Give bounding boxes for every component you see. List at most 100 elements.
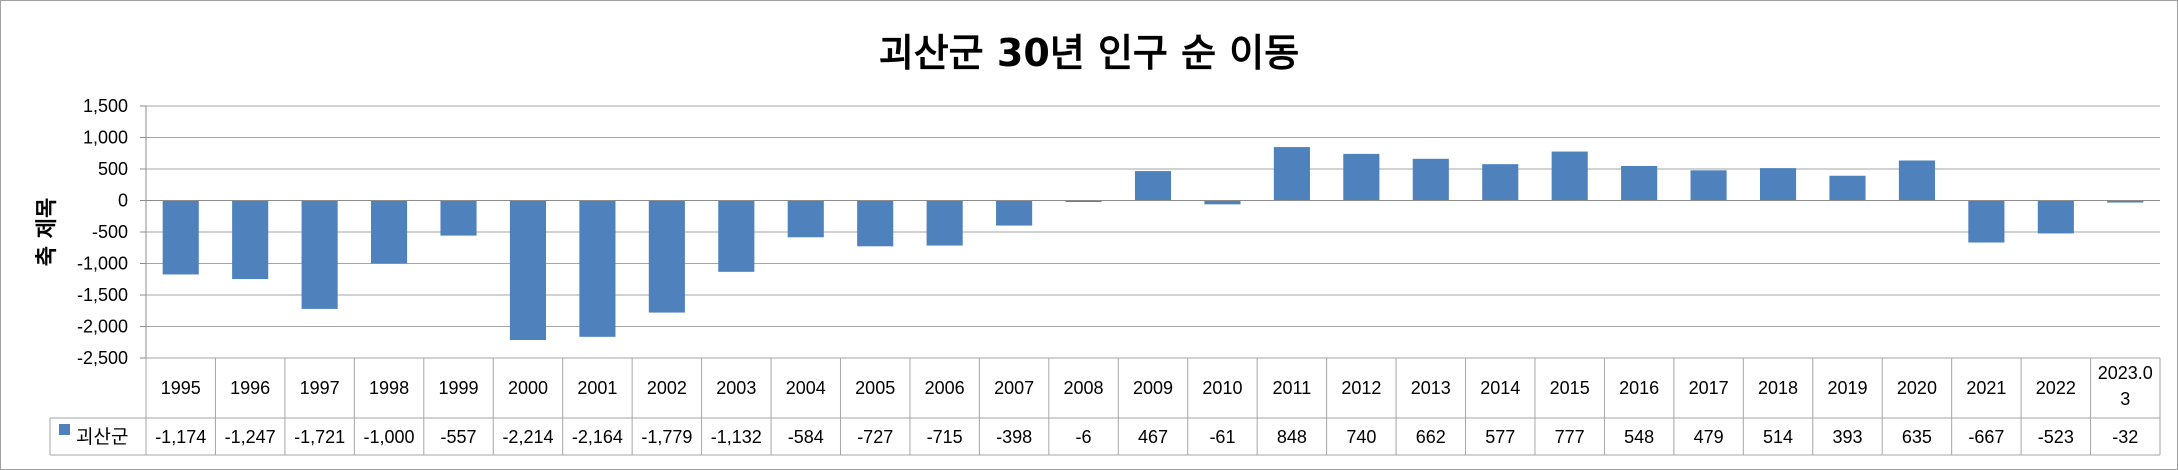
y-axis-label: 축 제목 bbox=[35, 198, 60, 266]
data-value-label: 514 bbox=[1763, 427, 1793, 447]
bar-2014 bbox=[1482, 164, 1519, 201]
bar-2006 bbox=[926, 200, 963, 246]
data-value-label: 662 bbox=[1416, 427, 1446, 447]
data-value-label: 467 bbox=[1138, 427, 1168, 447]
category-label: 1998 bbox=[369, 378, 409, 398]
category-label: 2016 bbox=[1619, 378, 1659, 398]
category-label: 2003 bbox=[716, 378, 756, 398]
data-value-label: -557 bbox=[441, 427, 477, 447]
bar-1999 bbox=[440, 200, 477, 236]
category-label: 2019 bbox=[1827, 378, 1867, 398]
y-tick-label: -2,500 bbox=[77, 348, 128, 368]
bar-2020 bbox=[1898, 160, 1935, 201]
category-label: 2007 bbox=[994, 378, 1034, 398]
data-value-label: -667 bbox=[1968, 427, 2004, 447]
category-label: 1996 bbox=[230, 378, 270, 398]
data-value-label: 740 bbox=[1346, 427, 1376, 447]
y-tick-label: 1,000 bbox=[83, 128, 128, 148]
bar-1997 bbox=[301, 200, 338, 309]
legend-series-name: 괴산군 bbox=[76, 426, 128, 448]
data-value-label: -1,000 bbox=[364, 427, 415, 447]
bar-2000 bbox=[509, 200, 547, 340]
bar-2002 bbox=[648, 200, 685, 313]
data-value-label: 548 bbox=[1624, 427, 1654, 447]
category-label: 2010 bbox=[1202, 378, 1242, 398]
y-tick-label: 0 bbox=[118, 191, 128, 211]
data-value-label: -2,164 bbox=[572, 427, 623, 447]
category-label: 2017 bbox=[1689, 378, 1729, 398]
category-label: 2001 bbox=[577, 378, 617, 398]
data-value-label: 777 bbox=[1555, 427, 1585, 447]
data-value-label: -1,721 bbox=[294, 427, 345, 447]
bar-2022 bbox=[2037, 200, 2074, 234]
bar-2017 bbox=[1690, 170, 1727, 201]
category-label: 2014 bbox=[1480, 378, 1520, 398]
y-tick-label: -2,000 bbox=[77, 317, 128, 337]
category-label: 2013 bbox=[1411, 378, 1451, 398]
data-value-label: -1,247 bbox=[225, 427, 276, 447]
bar-2007 bbox=[996, 200, 1033, 226]
category-label: 2023.0 3 bbox=[2098, 363, 2153, 409]
bar-2023.03 bbox=[2107, 200, 2144, 203]
data-value-label: 479 bbox=[1694, 427, 1724, 447]
y-tick-label: -1,500 bbox=[77, 285, 128, 305]
data-value-label: -1,779 bbox=[641, 427, 692, 447]
bar-2003 bbox=[718, 200, 755, 272]
category-label: 2012 bbox=[1341, 378, 1381, 398]
data-value-label: -2,214 bbox=[502, 427, 553, 447]
category-label: 2004 bbox=[786, 378, 826, 398]
bar-2021 bbox=[1968, 200, 2005, 243]
data-value-label: -727 bbox=[857, 427, 893, 447]
category-label: 2022 bbox=[2036, 378, 2076, 398]
data-value-label: -32 bbox=[2112, 427, 2138, 447]
y-tick-label: 500 bbox=[98, 159, 128, 179]
bar-1996 bbox=[232, 200, 269, 280]
bar-2004 bbox=[787, 200, 824, 238]
bar-2010 bbox=[1204, 200, 1241, 205]
y-tick-label: -500 bbox=[92, 222, 128, 242]
bar-1995 bbox=[162, 200, 199, 275]
bar-2015 bbox=[1551, 151, 1588, 201]
bar-2008 bbox=[1065, 200, 1102, 202]
category-label: 2020 bbox=[1897, 378, 1937, 398]
bar-2011 bbox=[1273, 147, 1310, 201]
bar-2019 bbox=[1829, 175, 1866, 201]
axes bbox=[140, 105, 2160, 359]
legend-swatch bbox=[59, 424, 70, 435]
data-value-label: -715 bbox=[927, 427, 963, 447]
data-value-label: -61 bbox=[1209, 427, 1235, 447]
category-label: 2015 bbox=[1550, 378, 1590, 398]
category-label: 2008 bbox=[1064, 378, 1104, 398]
data-value-label: 848 bbox=[1277, 427, 1307, 447]
category-label: 2005 bbox=[855, 378, 895, 398]
category-label: 2009 bbox=[1133, 378, 1173, 398]
data-value-label: -6 bbox=[1076, 427, 1092, 447]
category-label: 2002 bbox=[647, 378, 687, 398]
bar-2018 bbox=[1759, 168, 1797, 201]
bar-2016 bbox=[1621, 165, 1658, 201]
category-label: 2018 bbox=[1758, 378, 1798, 398]
y-tick-label: 1,500 bbox=[83, 96, 128, 116]
data-value-label: 577 bbox=[1485, 427, 1515, 447]
category-label: 2000 bbox=[508, 378, 548, 398]
category-label: 1997 bbox=[300, 378, 340, 398]
bar-2005 bbox=[857, 200, 894, 247]
bar-2009 bbox=[1134, 171, 1172, 201]
data-value-label: -1,132 bbox=[711, 427, 762, 447]
y-axis-ticks: 1,500 1,000 500 0 -500 -1,000 -1,500 -2,000 -2,5… bbox=[77, 96, 128, 368]
bar-2012 bbox=[1343, 153, 1380, 201]
data-value-label: -398 bbox=[996, 427, 1032, 447]
category-label: 2021 bbox=[1966, 378, 2006, 398]
category-label: 1995 bbox=[161, 378, 201, 398]
data-value-label: -523 bbox=[2038, 427, 2074, 447]
data-value-label: -584 bbox=[788, 427, 824, 447]
category-label: 1999 bbox=[438, 378, 478, 398]
data-value-label: 393 bbox=[1832, 427, 1862, 447]
data-value-label: 635 bbox=[1902, 427, 1932, 447]
bars bbox=[162, 147, 2144, 340]
chart-title: 괴산군 30년 인구 순 이동 bbox=[879, 31, 1299, 75]
bar-2013 bbox=[1412, 158, 1449, 201]
bar-1998 bbox=[371, 200, 408, 264]
